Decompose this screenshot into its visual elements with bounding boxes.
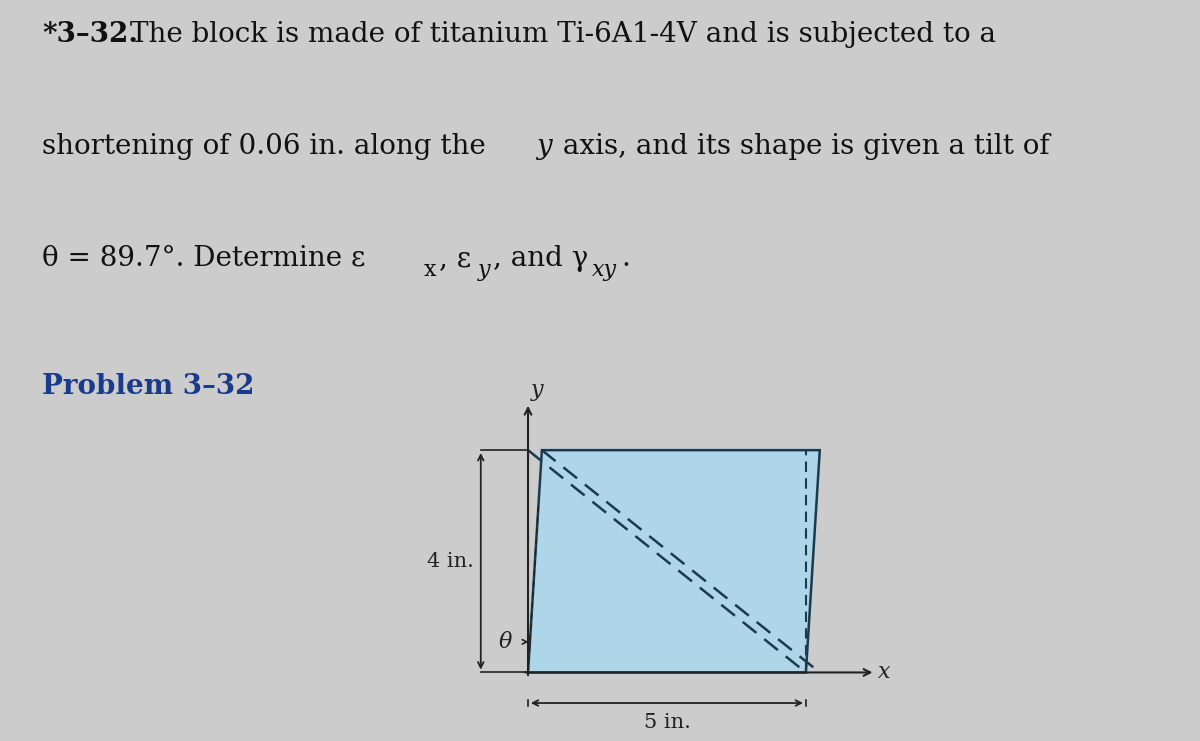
Text: xy: xy — [592, 259, 617, 282]
Text: shortening of 0.06 in. along the: shortening of 0.06 in. along the — [42, 133, 494, 160]
Text: θ = 89.7°. Determine ε: θ = 89.7°. Determine ε — [42, 245, 365, 272]
Text: y: y — [530, 379, 544, 402]
Text: The block is made of titanium Ti-6A1-4V and is subjected to a: The block is made of titanium Ti-6A1-4V … — [130, 21, 996, 47]
Text: axis, and its shape is given a tilt of: axis, and its shape is given a tilt of — [554, 133, 1050, 160]
Text: , and γ: , and γ — [493, 245, 588, 272]
Text: Problem 3–32: Problem 3–32 — [42, 373, 254, 400]
Text: , ε: , ε — [439, 245, 472, 272]
Text: .: . — [622, 245, 630, 272]
Polygon shape — [528, 451, 820, 673]
Text: 5 in.: 5 in. — [643, 713, 690, 732]
Text: x: x — [425, 259, 437, 282]
Text: θ: θ — [499, 631, 512, 653]
Text: y: y — [479, 259, 491, 282]
Text: 4 in.: 4 in. — [427, 552, 474, 571]
Text: y: y — [535, 133, 552, 160]
Text: x: x — [878, 662, 890, 683]
Text: *3–32.: *3–32. — [42, 21, 138, 47]
